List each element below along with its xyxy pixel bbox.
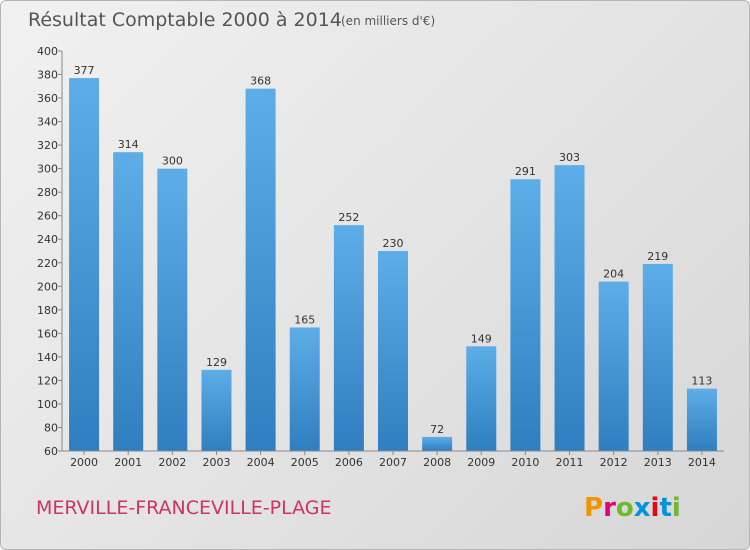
bar-2013 [642,263,673,451]
x-tick-label: 2011 [556,456,584,469]
bar-2001 [113,152,144,452]
y-tick-label: 360 [37,92,58,105]
bar-value-label: 300 [162,155,183,168]
chart-title: Résultat Comptable 2000 à 2014 [28,9,342,31]
x-tick-label: 2000 [70,456,98,469]
x-tick-label: 2012 [600,456,628,469]
y-tick-label: 340 [37,116,58,129]
bar-value-label: 303 [559,151,580,164]
x-tick-label: 2006 [335,456,363,469]
bar-value-label: 368 [250,75,271,88]
y-tick-label: 300 [37,163,58,176]
bar-2007 [378,251,408,451]
y-tick-label: 100 [37,398,58,411]
commune-name: MERVILLE-FRANCEVILLE-PLAGE [36,497,332,519]
x-tick-label: 2009 [467,456,495,469]
x-tick-label: 2010 [511,456,539,469]
y-tick-label: 160 [37,327,58,340]
bar-value-label: 72 [430,423,444,436]
x-tick-label: 2003 [202,456,230,469]
y-tick-label: 220 [37,257,58,270]
y-tick-label: 320 [37,139,58,152]
y-tick-label: 240 [37,233,58,246]
x-tick-label: 2013 [644,456,672,469]
bar-value-label: 291 [515,165,536,178]
bar-2008 [422,436,453,451]
y-tick-label: 200 [37,280,58,293]
bar-value-label: 252 [338,211,359,224]
x-tick-label: 2008 [423,456,451,469]
chart-unit: (en milliers d'€) [341,14,435,28]
proxiti-logo[interactable]: Proxiti [584,493,681,523]
y-tick-label: 80 [44,421,58,434]
bar-value-label: 165 [294,313,315,326]
x-tick-label: 2014 [688,456,716,469]
bar-value-label: 129 [206,356,227,369]
bar-value-label: 219 [647,250,668,263]
bar-2011 [554,165,585,451]
bar-2002 [157,168,188,451]
bar-value-label: 230 [383,237,404,250]
bar-value-label: 204 [603,268,624,281]
y-tick-label: 400 [37,45,58,58]
logo-letter: o [616,493,634,523]
bar-2014 [686,388,717,451]
bar-2003 [201,369,232,451]
bar-2009 [466,346,497,451]
logo-letter: i [672,493,681,523]
y-tick-label: 60 [44,445,58,458]
logo-letter: P [584,493,603,523]
x-tick-label: 2002 [158,456,186,469]
bar-value-label: 377 [74,64,95,77]
bars-group: 377 314 300 129 368 165 252 230 72 149 291 303 204 21… [69,64,717,452]
logo-letter: r [603,493,616,523]
bar-2010 [510,179,541,451]
y-tick-label: 180 [37,304,58,317]
bar-value-label: 113 [691,375,712,388]
logo-letter: i [651,493,660,523]
x-tick-label: 2005 [291,456,319,469]
logo-letter: t [659,493,671,523]
bar-2006 [333,225,364,451]
y-tick-label: 140 [37,351,58,364]
x-tick-label: 2007 [379,456,407,469]
x-tick-label: 2001 [114,456,142,469]
y-tick-label: 120 [37,374,58,387]
bar-value-label: 149 [471,332,492,345]
y-tick-label: 260 [37,210,58,223]
x-axis: 2000 2001 2002 2003 2004 2005 2006 2007 2008 2009… [62,450,724,469]
x-tick-label: 2004 [247,456,275,469]
bar-2012 [598,281,629,451]
y-axis: 60 80 100 120 140 160 180 200 220 240 260 280 300 320… [37,45,63,458]
y-tick-label: 280 [37,186,58,199]
bar-2000 [69,78,100,451]
bar-value-label: 314 [118,138,139,151]
y-tick-label: 380 [37,69,58,82]
logo-letter: x [634,493,651,523]
bar-2004 [245,88,276,451]
bar-2005 [289,327,320,451]
